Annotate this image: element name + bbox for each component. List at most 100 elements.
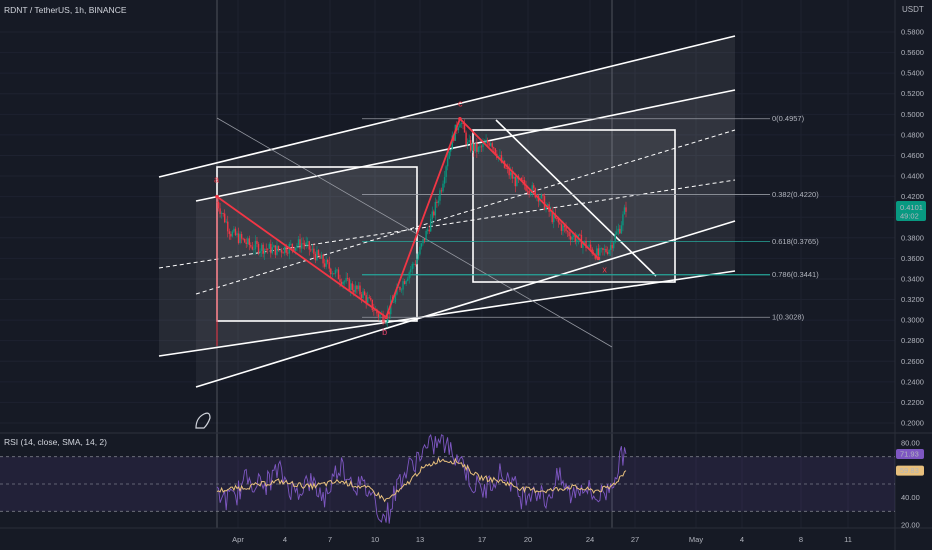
- price-axis-tick: 0.5200: [901, 89, 924, 98]
- candle-body: [268, 243, 270, 249]
- candle-body: [508, 167, 510, 176]
- candle-body: [399, 286, 401, 290]
- candle-body: [529, 193, 532, 195]
- time-axis-tick: 13: [416, 535, 424, 544]
- candle-body: [327, 259, 329, 263]
- symbol-title[interactable]: RDNT / TetherUS, 1h, BINANCE: [4, 5, 127, 15]
- candle-body: [371, 299, 373, 310]
- price-axis-tick: 0.3800: [901, 233, 924, 242]
- candle-body: [419, 246, 421, 255]
- candle-body: [319, 255, 321, 259]
- candle-body: [346, 277, 349, 279]
- candle-body: [300, 243, 303, 249]
- rsi-sma-value: 59.83: [900, 466, 919, 475]
- candle-body: [230, 233, 232, 237]
- candle-body: [462, 123, 464, 125]
- candle-body: [342, 281, 344, 285]
- outer-channel-bottom: [158, 270, 736, 357]
- candle-body: [583, 241, 586, 244]
- price-axis-tick: 0.2800: [901, 336, 924, 345]
- fib-level-label: 0(0.4957): [772, 114, 805, 123]
- candle-body: [413, 263, 415, 265]
- rsi-sma-line: [216, 456, 627, 503]
- time-axis-tick: 10: [371, 535, 379, 544]
- candle-body: [474, 143, 477, 152]
- candle-body: [353, 289, 355, 293]
- candle-body: [313, 248, 315, 254]
- candle-body: [476, 143, 478, 152]
- candle-body: [426, 229, 429, 231]
- candle-body: [410, 269, 412, 273]
- candle-body: [431, 211, 433, 219]
- candle-body: [602, 248, 604, 251]
- rsi-axis-tick: 20.00: [901, 521, 920, 530]
- candle-body: [505, 167, 507, 169]
- candle-body: [511, 172, 513, 179]
- candle-body: [227, 221, 229, 232]
- candle-body: [428, 229, 430, 232]
- candle-body: [276, 245, 278, 255]
- candle-body: [596, 248, 598, 259]
- candle-body: [247, 238, 249, 245]
- time-axis-tick: Apr: [232, 535, 244, 544]
- candle-body: [436, 201, 438, 203]
- candle-body: [406, 278, 409, 281]
- candle-body: [577, 234, 580, 240]
- candle-body: [546, 204, 549, 206]
- candle-body: [446, 158, 449, 167]
- candle-body: [534, 188, 536, 198]
- candle-body: [322, 254, 324, 264]
- candle-body: [336, 269, 338, 271]
- candle-body: [397, 286, 400, 288]
- candle-body: [267, 248, 269, 250]
- candle-body: [588, 244, 590, 247]
- wave-label-a: a: [214, 175, 219, 185]
- candle-body: [379, 314, 381, 318]
- candle-body: [237, 233, 240, 243]
- candle-body: [451, 135, 453, 150]
- candle-body: [382, 313, 384, 323]
- price-axis-tick: 0.2200: [901, 398, 924, 407]
- candle-body: [357, 285, 360, 290]
- candle-body: [242, 238, 244, 240]
- candle-body: [280, 249, 283, 253]
- rsi-sma-badge: [896, 465, 924, 476]
- candle-body: [582, 243, 584, 248]
- candle-body: [459, 123, 461, 128]
- candle-body: [231, 231, 234, 237]
- candle-body: [609, 244, 612, 250]
- candle-body: [470, 140, 472, 151]
- candle-body: [594, 254, 596, 259]
- candle-body: [549, 211, 552, 213]
- candle-body: [553, 213, 555, 223]
- candle-body: [563, 225, 566, 228]
- wave-lines: a b c x: [214, 99, 607, 337]
- fib-level-label: 0.382(0.4220): [772, 190, 819, 199]
- candle-body: [526, 190, 529, 192]
- price-axis-tick: 0.4200: [901, 192, 924, 201]
- fib-level-label: 0.618(0.3765): [772, 237, 819, 246]
- candle-body: [217, 201, 220, 209]
- candle-body: [240, 234, 243, 239]
- rsi-title[interactable]: RSI (14, close, SMA, 14, 2): [4, 437, 107, 447]
- wave-point: [596, 256, 601, 261]
- candle-body: [256, 240, 258, 244]
- candle-body: [340, 281, 343, 285]
- candle-body: [333, 273, 335, 275]
- candle-body: [294, 247, 297, 251]
- candle-body: [482, 143, 484, 147]
- time-axis-tick: 8: [799, 535, 803, 544]
- candle-body: [308, 241, 310, 250]
- candle-body: [323, 263, 326, 267]
- outer-channel-fill: [159, 36, 735, 356]
- candle-body: [533, 185, 535, 189]
- rsi-value: 71.93: [900, 450, 919, 459]
- time-axis-tick: 17: [478, 535, 486, 544]
- candle-body: [611, 244, 613, 249]
- time-axis-tick: 20: [524, 535, 532, 544]
- candle-body: [325, 259, 327, 267]
- candle-body: [560, 224, 563, 231]
- candle-body: [576, 239, 578, 242]
- candle-body: [465, 132, 467, 145]
